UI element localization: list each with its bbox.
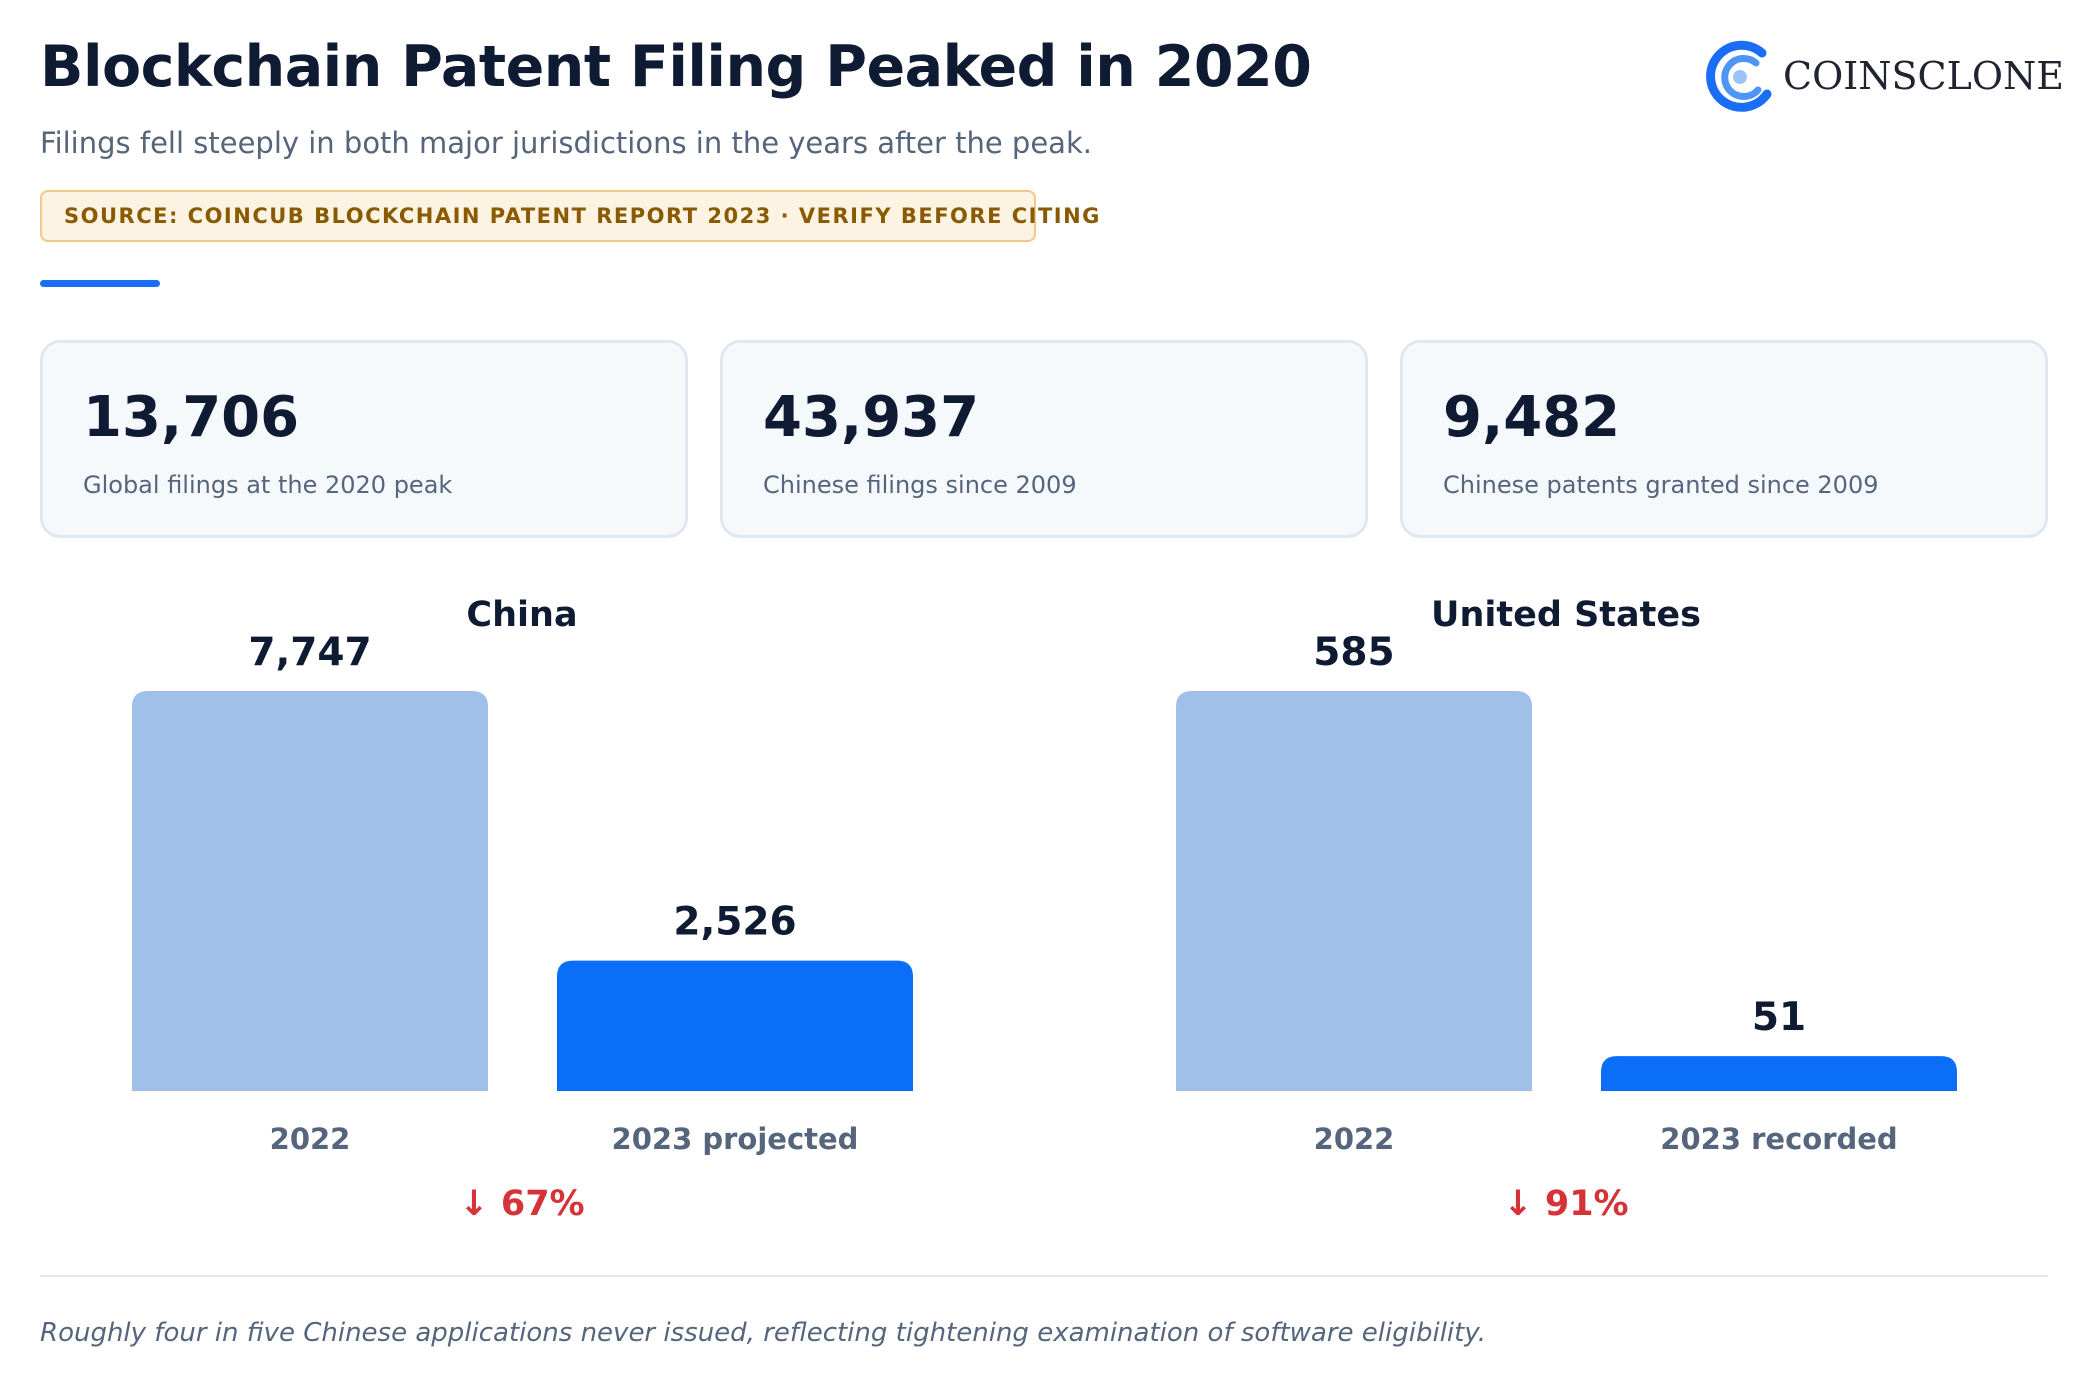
bar-united-states-1 [1601,1056,1957,1091]
source-badge: SOURCE: COINCUB BLOCKCHAIN PATENT REPORT… [40,190,1099,242]
coinsclone-logo-icon [1706,40,1772,112]
x-tick-label: 2023 recorded [1660,1122,1897,1156]
stat-card-chinese-filings: 43,937 Chinese filings since 2009 [720,340,1368,538]
accent-bar [40,280,160,287]
data-label: 51 [1752,995,1806,1040]
stat-value: 13,706 [83,385,300,450]
chart-title-china: China [466,595,577,635]
bar-charts: China 7,747 2022 2,526 2023 projected ↓ 67% Un… [132,595,1957,1224]
logo-text: COINSCLONE [1783,54,2064,98]
bar-china-1 [557,960,913,1091]
data-label: 7,747 [248,630,371,675]
change-label-china: ↓ 67% [459,1184,584,1224]
stat-label: Global filings at the 2020 peak [83,471,453,499]
stat-value: 43,937 [763,385,980,450]
stat-label: Chinese patents granted since 2009 [1443,471,1879,499]
stat-card-chinese-granted: 9,482 Chinese patents granted since 2009 [1400,340,2048,538]
x-tick-label: 2022 [270,1122,351,1156]
page-title: Blockchain Patent Filing Peaked in 2020 [40,34,1312,100]
stat-label: Chinese filings since 2009 [763,471,1077,499]
chart-title-united-states: United States [1431,595,1701,635]
bar-united-states-0 [1176,691,1532,1091]
brand-logo: COINSCLONE [1704,36,2064,116]
page-subtitle: Filings fell steeply in both major juris… [40,126,1092,160]
footnote: Roughly four in five Chinese application… [40,1318,1486,1348]
change-label-united-states: ↓ 91% [1503,1184,1628,1224]
stat-card-global-peak: 13,706 Global filings at the 2020 peak [40,340,688,538]
x-tick-label: 2023 projected [612,1122,859,1156]
stat-value: 9,482 [1443,385,1621,450]
bar-china-0 [132,691,488,1091]
data-label: 2,526 [673,900,796,945]
x-tick-label: 2022 [1314,1122,1395,1156]
divider [40,1275,2048,1277]
data-label: 585 [1313,630,1394,675]
